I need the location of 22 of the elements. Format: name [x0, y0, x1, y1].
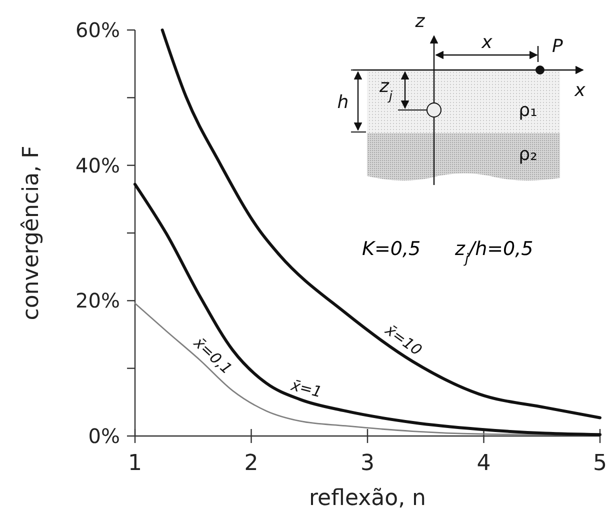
annotation: P	[552, 36, 563, 57]
annotation: ρ₁	[518, 100, 538, 121]
y-tick-label: 0%	[88, 424, 120, 448]
y-tick-label: 40%	[76, 153, 120, 178]
x-tick-label: 5	[593, 451, 607, 476]
annotation: ρ₂	[518, 144, 538, 165]
y-tick-label: 60%	[76, 18, 120, 42]
annotation: h	[337, 92, 349, 113]
x-tick-label: 4	[476, 451, 491, 476]
x-axis-title: reflexão, n	[309, 486, 426, 511]
y-tick-label: 20%	[76, 288, 120, 313]
annotation: x	[574, 80, 586, 101]
x-tick-label: 1	[128, 451, 142, 476]
text: x̄=1	[288, 376, 324, 402]
x-tick-label: 3	[360, 451, 374, 476]
annotation: z$_{j}$	[378, 76, 393, 102]
annotation: z$_{j}$/h=0,5	[454, 238, 534, 266]
y-axis-title: convergência, F	[19, 146, 44, 320]
annotation: x	[480, 32, 493, 53]
x-tick-label: 2	[244, 451, 258, 476]
annotation: z	[414, 11, 426, 32]
annotation: K=0,5	[362, 238, 421, 260]
